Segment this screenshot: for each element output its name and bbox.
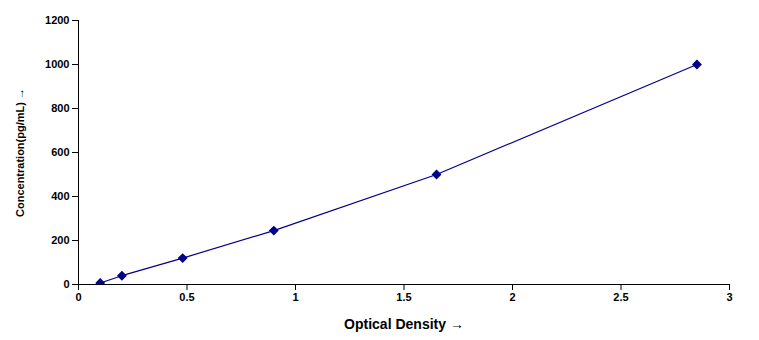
svg-text:600: 600 [51, 146, 69, 158]
svg-text:2: 2 [509, 291, 515, 303]
svg-text:0.5: 0.5 [179, 291, 194, 303]
svg-text:3: 3 [726, 291, 732, 303]
svg-text:200: 200 [51, 234, 69, 246]
svg-text:1.5: 1.5 [396, 291, 411, 303]
svg-text:1: 1 [292, 291, 298, 303]
svg-text:400: 400 [51, 190, 69, 202]
svg-text:1000: 1000 [45, 58, 69, 70]
svg-text:Optical Density →: Optical Density → [344, 316, 464, 332]
svg-text:800: 800 [51, 102, 69, 114]
svg-text:0: 0 [63, 278, 69, 290]
svg-text:1200: 1200 [45, 14, 69, 26]
svg-text:2.5: 2.5 [613, 291, 628, 303]
svg-text:0: 0 [75, 291, 81, 303]
svg-text:Concentration(pg/mL) →: Concentration(pg/mL) → [14, 88, 26, 217]
